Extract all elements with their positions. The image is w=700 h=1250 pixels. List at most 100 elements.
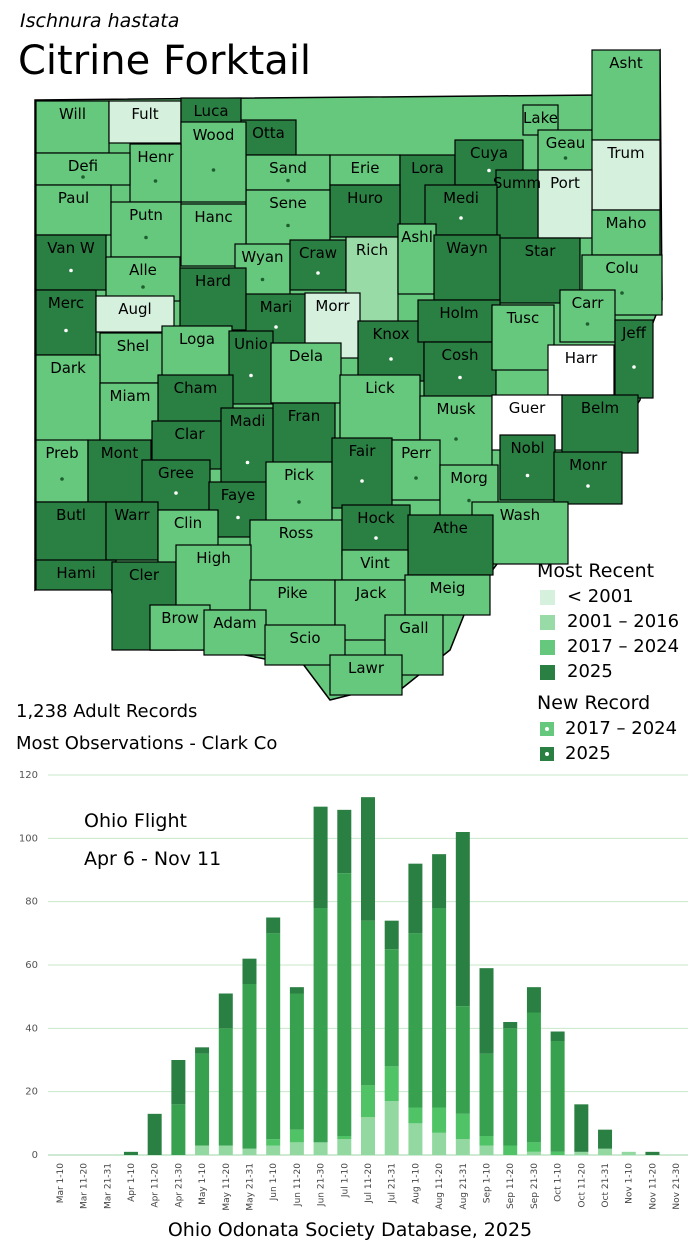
- new-record-dot: [245, 460, 250, 465]
- county-pick: Pick: [265, 461, 333, 527]
- bar-segment-mid: [266, 933, 281, 1140]
- county-fran: Fran: [272, 402, 336, 466]
- county-label: Cosh: [442, 346, 479, 364]
- county-hami: Hami: [35, 559, 117, 591]
- county-knox: Knox: [357, 320, 425, 382]
- county-perr: Perr: [391, 439, 441, 501]
- county-alle: Alle: [105, 256, 181, 302]
- bar-segment-dark: [479, 968, 494, 1054]
- county-label: Belm: [581, 399, 619, 417]
- new-record-dot: [632, 365, 636, 369]
- county-label: Hanc: [194, 208, 232, 226]
- county-asht: Asht: [591, 49, 661, 141]
- new-record-dot: [60, 477, 64, 481]
- county-label: Madi: [230, 412, 266, 430]
- bar-segment-mid: [361, 920, 375, 1086]
- county-label: Hard: [195, 272, 231, 290]
- bar-segment-light: [195, 1145, 210, 1155]
- bar-segment-light: [337, 1139, 352, 1155]
- county-label: Holm: [439, 304, 478, 322]
- county-fult: Fult: [108, 100, 182, 144]
- county-label: Adam: [213, 614, 256, 632]
- bar-segment-light: [384, 1101, 399, 1155]
- county-label: Butl: [56, 506, 86, 524]
- bar-segment-mid: [408, 933, 423, 1108]
- x-tick-label: Oct 1-10: [554, 1163, 564, 1202]
- bar-segment-mid: [289, 993, 304, 1130]
- bar-segment-lighter-mid: [479, 1136, 494, 1146]
- county-label: Lora: [411, 159, 444, 177]
- bar-segment-light: [598, 1148, 613, 1155]
- y-tick-label: 120: [19, 770, 38, 781]
- county-label: Nobl: [510, 439, 544, 457]
- y-tick-label: 40: [25, 1023, 38, 1034]
- bar-segment-light: [289, 1142, 304, 1155]
- county-summ: Summ: [493, 169, 541, 241]
- x-tick-label: Nov 1-10: [625, 1163, 635, 1204]
- x-tick-label: Jun 1-10: [269, 1163, 279, 1202]
- bar-segment-mid: [195, 1053, 210, 1146]
- y-tick-label: 100: [19, 833, 38, 844]
- bar-segment-mid: [384, 949, 399, 1067]
- x-tick-label: Nov 21-30: [672, 1163, 682, 1210]
- new-record-dot: [620, 291, 624, 295]
- county-harr: Harr: [547, 344, 615, 396]
- county-label: Van W: [47, 239, 95, 257]
- county-belm: Belm: [561, 394, 639, 454]
- county-paul: Paul: [35, 184, 112, 236]
- county-brow: Brow: [149, 604, 211, 651]
- county-label: High: [196, 549, 230, 567]
- county-trum: Trum: [591, 139, 661, 211]
- county-label: Fult: [131, 105, 158, 123]
- county-meig: Meig: [404, 574, 491, 616]
- county-label: Sene: [269, 194, 307, 212]
- county-label: Port: [550, 174, 580, 192]
- county-miam: Miam: [99, 382, 161, 444]
- x-tick-label: May 21-31: [245, 1163, 255, 1211]
- x-tick-label: Mar 1-10: [56, 1163, 66, 1204]
- county-defi: Defi: [35, 152, 131, 186]
- bar-segment-dark: [361, 797, 375, 921]
- bar-segment-light: [361, 1117, 375, 1155]
- county-label: Preb: [45, 444, 78, 462]
- county-label: Loga: [179, 330, 215, 348]
- county-label: Pike: [277, 584, 307, 602]
- county-athe: Athe: [407, 514, 494, 576]
- new-record-dot: [316, 271, 320, 275]
- bar-segment-lighter-mid: [503, 1145, 518, 1155]
- new-record-dot: [286, 178, 290, 183]
- county-label: Alle: [129, 261, 157, 279]
- county-label: Merc: [48, 294, 84, 312]
- county-label: Clar: [175, 425, 206, 443]
- county-fair: Fair: [331, 437, 393, 509]
- bar-segment-dark: [195, 1047, 210, 1054]
- new-record-dot: [414, 476, 418, 480]
- new-record-dot: [174, 491, 178, 495]
- county-sene: Sene: [245, 189, 331, 246]
- x-tick-label: Jun 21-30: [317, 1163, 327, 1207]
- bar-segment-lighter-mid: [384, 1066, 399, 1102]
- bar-segment-dark: [242, 958, 257, 984]
- bar-segment-dark: [550, 1031, 565, 1041]
- county-label: Miam: [110, 387, 151, 405]
- county-label: Carr: [572, 294, 605, 312]
- x-tick-label: Apr 21-30: [174, 1163, 184, 1208]
- bar-segment-dark: [574, 1104, 589, 1152]
- legend-label: < 2001: [567, 586, 634, 607]
- legend-swatch: [540, 747, 554, 761]
- county-label: Hock: [357, 509, 395, 527]
- bar-segment-mid: [455, 1006, 470, 1114]
- county-label: Henr: [137, 148, 174, 166]
- new-record-dot: [458, 375, 462, 380]
- bar-segment-mid: [313, 908, 328, 1143]
- new-record-dot: [563, 156, 568, 160]
- county-holm: Holm: [417, 299, 501, 343]
- bar-segment-dark: [313, 806, 328, 908]
- x-tick-label: Apr 1-10: [127, 1163, 137, 1202]
- x-tick-label: Oct 21-31: [601, 1163, 611, 1208]
- county-label: Morg: [450, 469, 488, 487]
- county-label: Huro: [347, 189, 383, 207]
- county-label: Clin: [174, 514, 202, 532]
- county-vint: Vint: [341, 549, 409, 581]
- county-henr: Henr: [129, 143, 182, 203]
